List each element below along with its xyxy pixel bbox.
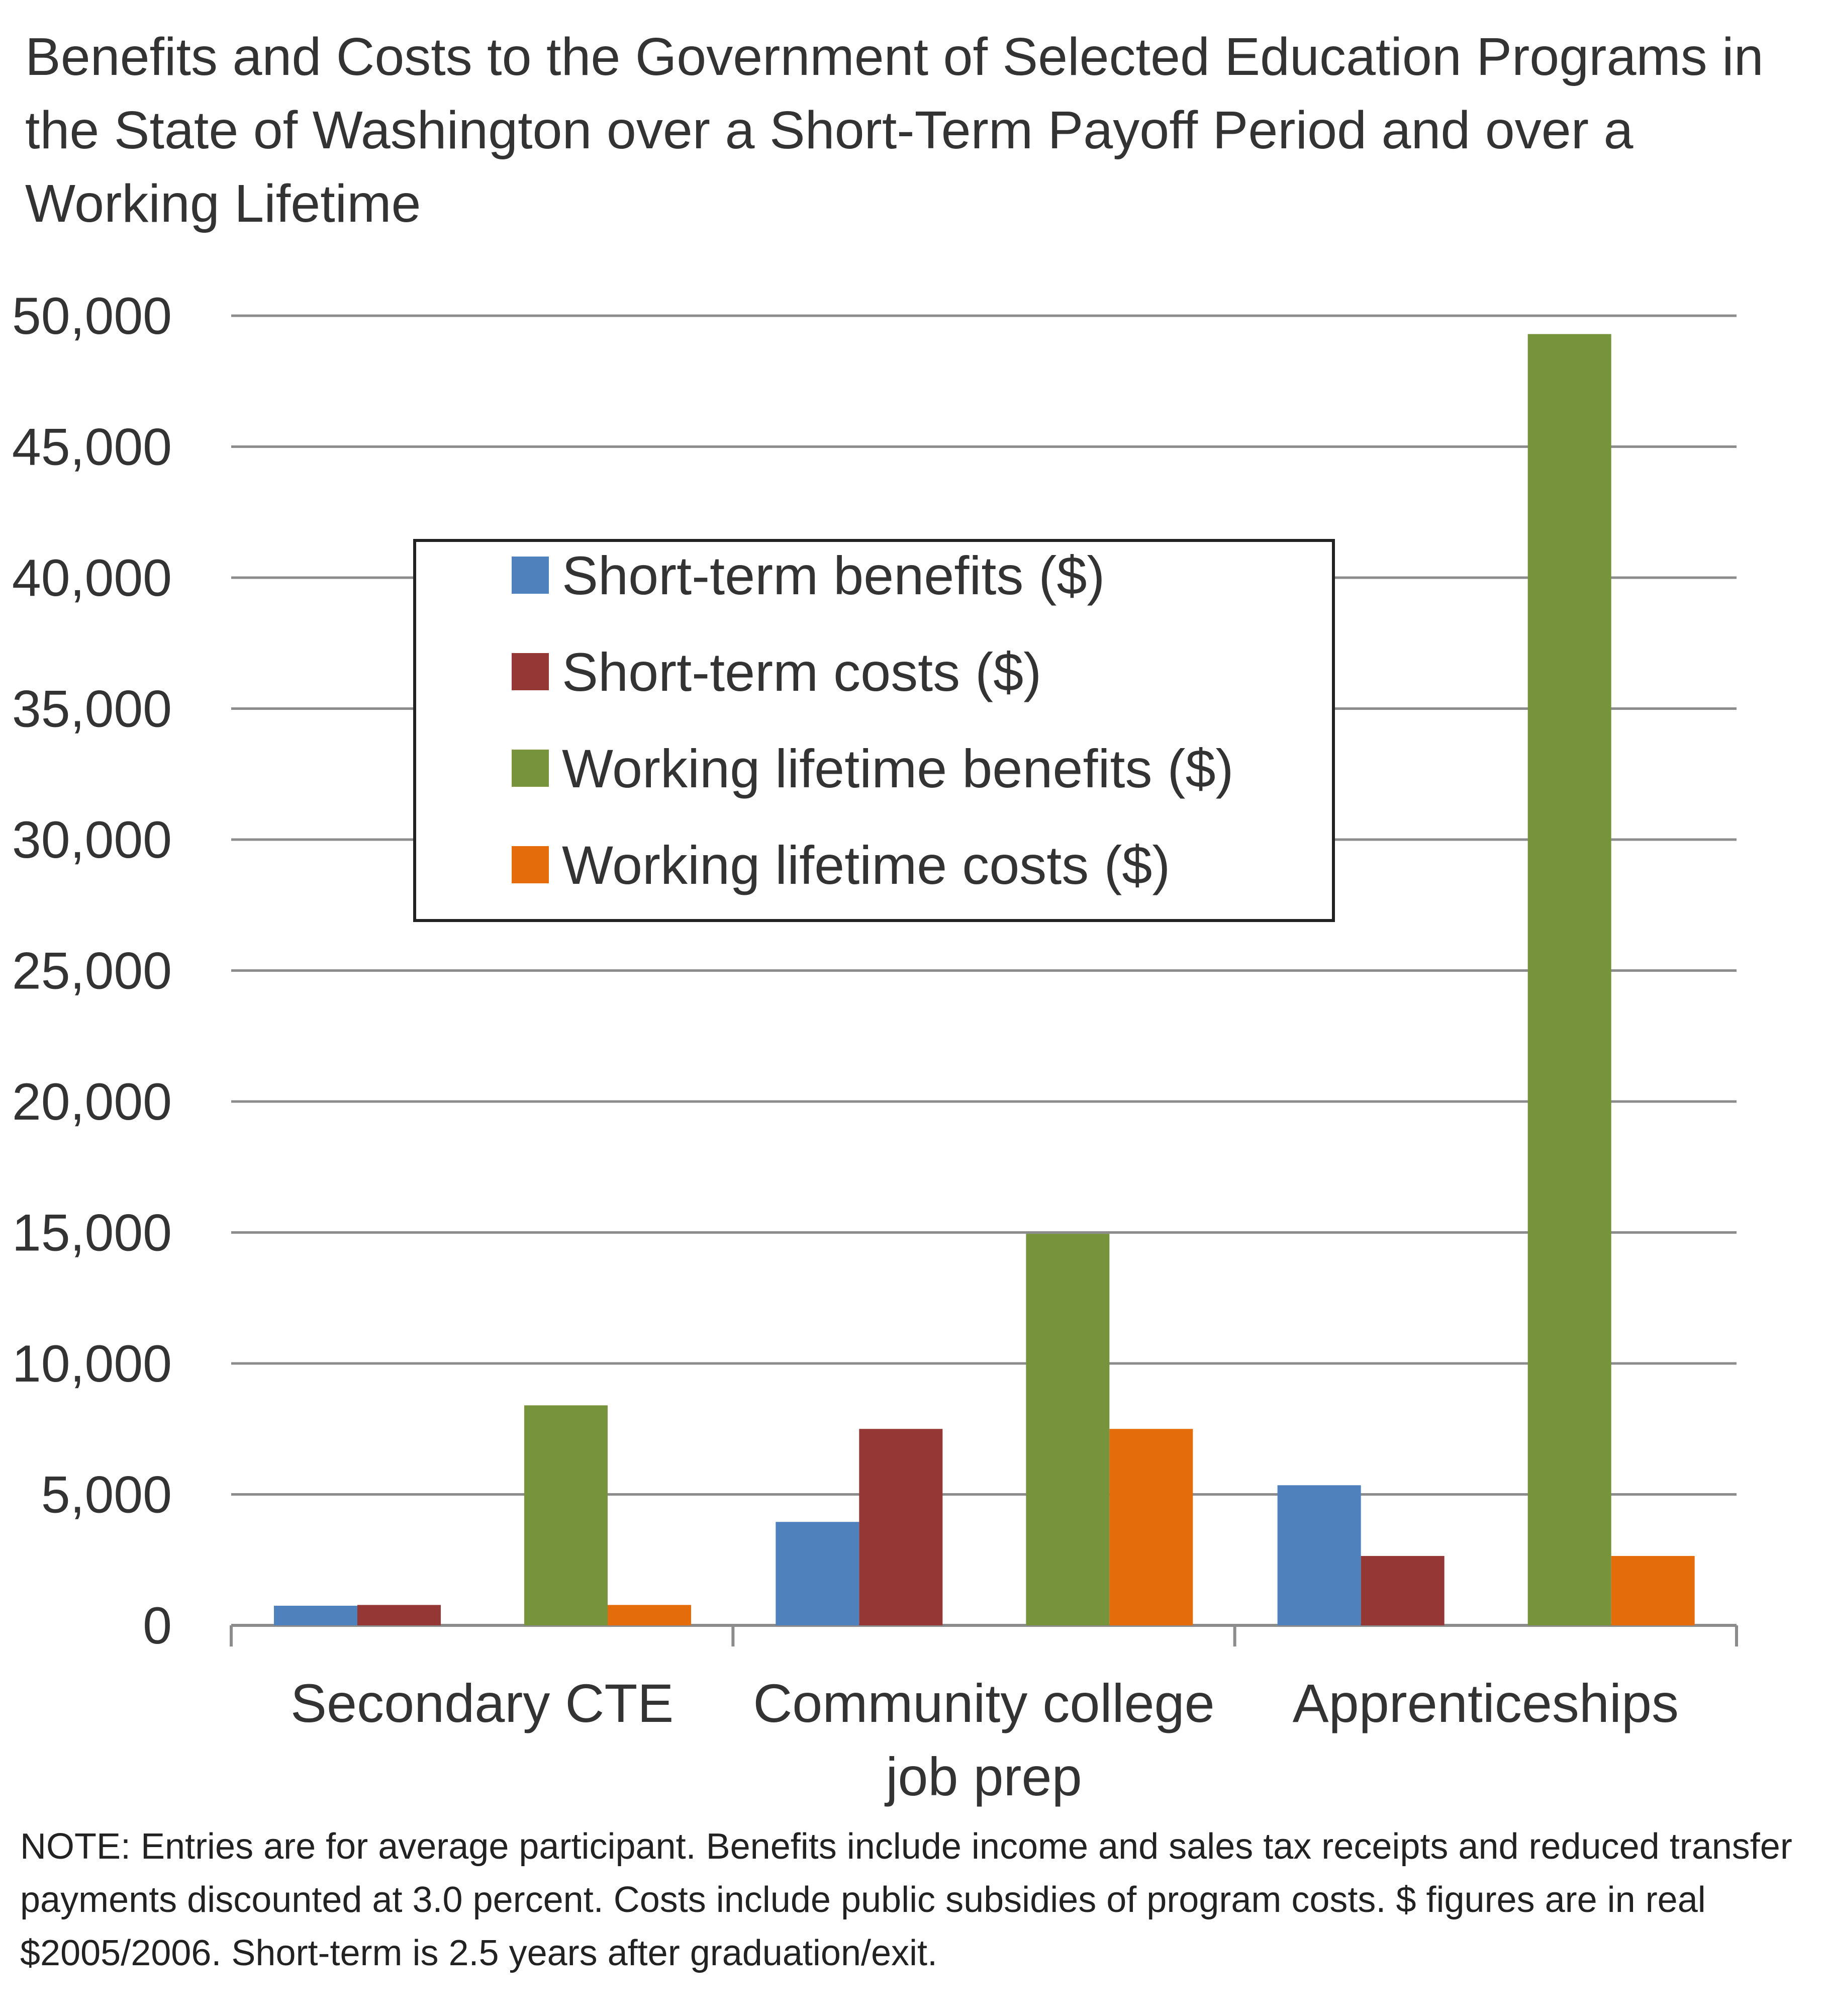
y-tick-label: 15,000 (12, 1204, 172, 1262)
axes (230, 1624, 1738, 1646)
bar (1361, 1555, 1445, 1625)
y-tick-label: 10,000 (12, 1335, 172, 1393)
legend-label: Working lifetime benefits ($) (562, 738, 1234, 799)
chart-title: Benefits and Costs to the Government of … (25, 27, 1764, 233)
y-tick-label: 20,000 (12, 1073, 172, 1131)
x-tick-label: Apprenticeships (1293, 1673, 1679, 1733)
y-tick-label: 25,000 (12, 942, 172, 1000)
y-tick-label: 35,000 (12, 680, 172, 739)
legend: Short-term benefits ($) Short-term costs … (413, 539, 1335, 922)
bars (274, 334, 1695, 1625)
bar (776, 1522, 859, 1625)
bar (608, 1605, 691, 1625)
legend-label: Short-term costs ($) (562, 641, 1042, 702)
x-tick-labels: Secondary CTE Community college job prep Ap… (291, 1673, 1679, 1807)
legend-item: Working lifetime benefits ($) (512, 738, 1234, 799)
bar (1026, 1234, 1110, 1625)
x-tick-label: Secondary CTE (291, 1673, 674, 1733)
bar (1277, 1485, 1361, 1625)
y-tick-label: 30,000 (12, 811, 172, 869)
bar (1109, 1429, 1193, 1625)
legend-swatch (512, 653, 549, 690)
bar (1527, 334, 1611, 1625)
y-tick-label: 50,000 (12, 287, 172, 345)
x-tick-label: Community college job prep (753, 1673, 1214, 1807)
bar (274, 1605, 357, 1625)
legend-swatch (512, 557, 549, 594)
legend-label: Short-term benefits ($) (562, 544, 1105, 606)
legend-item: Short-term costs ($) (512, 642, 1041, 702)
bar (524, 1405, 608, 1625)
y-tick-label: 5,000 (41, 1466, 172, 1524)
bar (1611, 1555, 1695, 1625)
legend-swatch (512, 750, 549, 787)
chart-note: NOTE: Entries are for average participan… (20, 1826, 1792, 1973)
y-tick-label: 40,000 (12, 549, 172, 607)
y-tick-label: 45,000 (12, 418, 172, 477)
bar (859, 1429, 943, 1625)
y-tick-labels: 0 5,000 10,000 15,000 20,000 25,000 30,000 35,0… (12, 287, 172, 1655)
legend-item: Short-term benefits ($) (512, 544, 1105, 606)
bar (357, 1605, 441, 1625)
legend-label: Working lifetime costs ($) (562, 834, 1171, 895)
y-tick-label: 0 (143, 1597, 172, 1655)
legend-swatch (512, 846, 549, 883)
legend-item: Working lifetime costs ($) (512, 835, 1170, 895)
